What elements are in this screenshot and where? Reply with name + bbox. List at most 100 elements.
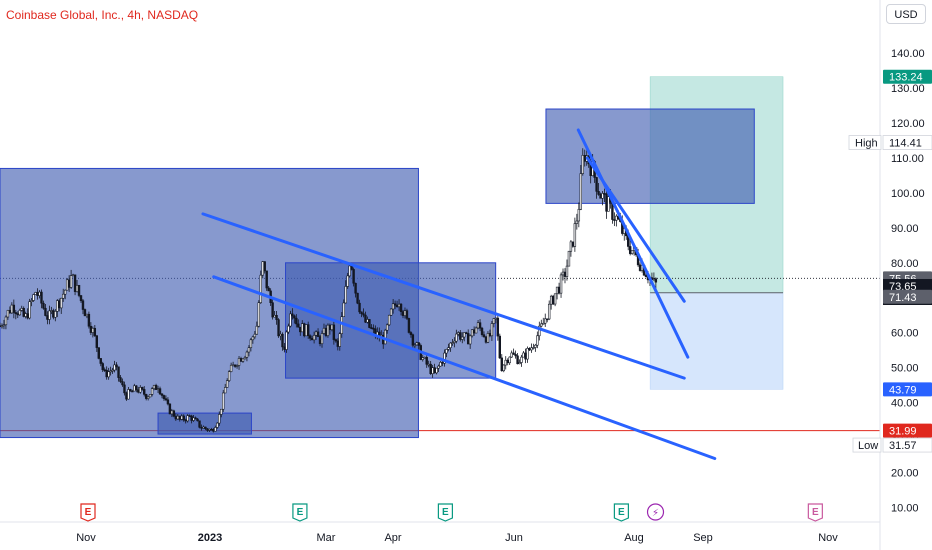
candle-body [630, 250, 634, 254]
symbol-title[interactable]: Coinbase Global, Inc., 4h, NASDAQ [6, 8, 199, 22]
candle-body [105, 369, 108, 378]
candle-body [192, 417, 195, 421]
low-value: 31.57 [889, 440, 917, 452]
candle-body [534, 344, 537, 348]
candle-body [557, 286, 561, 294]
candle-body [334, 339, 338, 342]
candle-body [44, 307, 47, 316]
candle-body [259, 274, 262, 303]
candle-body [449, 342, 452, 348]
earnings-event-icon: ⚡ [646, 503, 665, 521]
candle-body [480, 327, 484, 335]
candle-body [338, 333, 341, 347]
candle-body [79, 295, 83, 302]
candle-body [36, 292, 39, 296]
candle-body [405, 310, 409, 319]
candle-body [210, 428, 213, 431]
candle-body [540, 323, 543, 327]
time-tick-label: 2023 [198, 532, 222, 544]
candle-body [555, 286, 559, 295]
candle-body [403, 310, 407, 316]
candle-body [429, 363, 432, 374]
candle-body [6, 310, 10, 318]
price-tick-label: 50.00 [891, 363, 919, 375]
candle-body [263, 261, 266, 272]
candle-body [530, 347, 533, 351]
candle-body [224, 387, 227, 394]
candle-body [265, 270, 268, 289]
candle-body [225, 380, 229, 388]
candle-body [524, 352, 527, 360]
candle-body [162, 395, 166, 399]
candle-body [18, 310, 21, 316]
candle-body [336, 340, 340, 347]
candle-body [170, 410, 174, 415]
candle-body [295, 317, 298, 325]
candle-body [514, 354, 517, 357]
candle-body [73, 274, 77, 292]
candle-body [257, 302, 260, 327]
low-value-bg [882, 437, 932, 453]
candle-body [0, 325, 4, 328]
candle-body [58, 300, 61, 309]
candle-body [385, 324, 389, 331]
candle-body [581, 155, 584, 174]
candle-body [303, 323, 306, 337]
candle-body [512, 352, 515, 355]
candle-body [544, 318, 547, 324]
candle-body [549, 295, 553, 305]
time-tick-label: Apr [384, 532, 401, 544]
candle-body [196, 418, 199, 422]
price-tick-label: 120.00 [891, 118, 925, 130]
candle-body [281, 333, 284, 348]
candle-body [271, 302, 274, 318]
candle-body [214, 427, 217, 432]
candle-body [638, 264, 642, 271]
candle-body [85, 313, 89, 317]
candle-body [243, 357, 247, 360]
low-label: Low [858, 440, 878, 452]
price-tags: 133.24High114.4175.5673.6537:2471.4343.7… [848, 69, 932, 453]
candle-body [249, 339, 253, 349]
earnings-event-icon: E [437, 503, 453, 522]
price-tick-label: 140.00 [891, 48, 925, 60]
candle-body [24, 313, 27, 317]
high-label-bg [848, 135, 882, 150]
candle-body [350, 265, 353, 270]
candle-body [131, 390, 134, 393]
candle-body [453, 340, 456, 343]
price-tick-label: 40.00 [891, 398, 919, 410]
candle-body [372, 327, 375, 330]
candle-body [360, 311, 363, 314]
price-tick-label: 100.00 [891, 188, 925, 200]
candle-body [328, 324, 332, 330]
candle-body [22, 307, 25, 317]
high-value: 114.41 [889, 138, 922, 150]
candle-body [455, 333, 458, 342]
candle-body [563, 271, 567, 277]
candle-body [222, 392, 225, 410]
candle-body [111, 369, 114, 372]
candle-body [129, 389, 132, 392]
candle-body [38, 291, 41, 296]
candle-body [358, 302, 361, 313]
candle-body [26, 313, 29, 319]
candle-body [144, 394, 148, 399]
stop-price-tag: 43.79 [889, 384, 917, 396]
candle-body [332, 324, 336, 340]
candle-body [342, 302, 345, 317]
candle-body [496, 317, 500, 337]
candle-body [135, 385, 138, 391]
candle-body [354, 282, 357, 294]
candle-body [520, 356, 523, 363]
candle-body [141, 387, 144, 390]
currency-button[interactable]: USD [886, 4, 926, 24]
candle-body [174, 415, 178, 420]
trend-line-2 [212, 275, 717, 461]
candle-body [227, 371, 231, 382]
candle-body [137, 389, 140, 393]
candle-body [93, 327, 97, 336]
price-tick-label: 80.00 [891, 258, 919, 270]
candle-body [409, 332, 413, 335]
